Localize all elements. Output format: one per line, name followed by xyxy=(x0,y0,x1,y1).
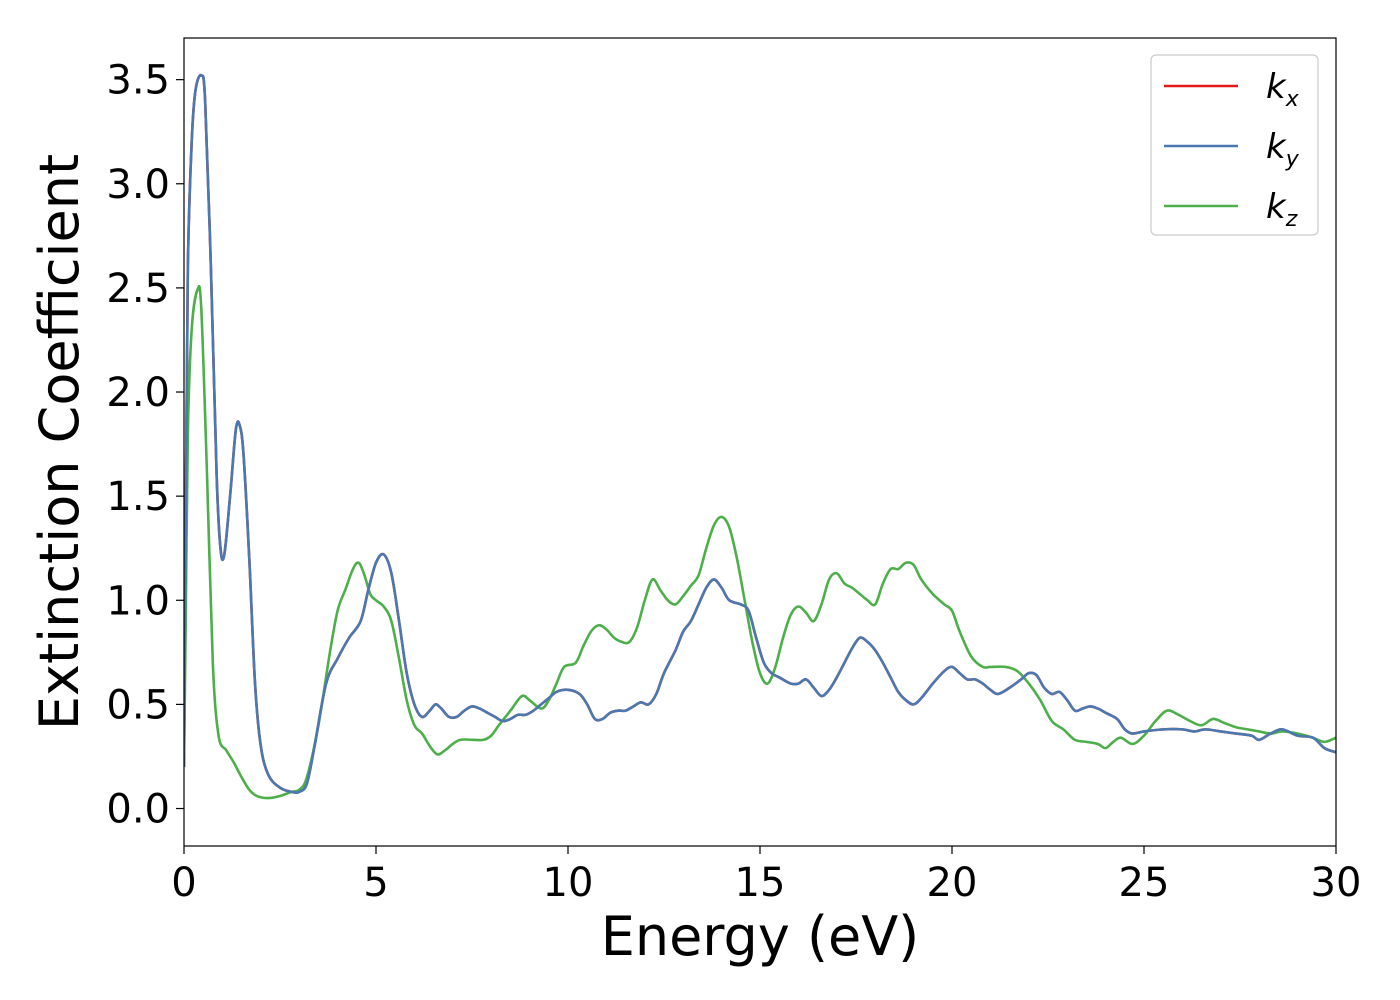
legend-label: kz xyxy=(1266,187,1298,232)
y-tick-label: 0.0 xyxy=(106,787,170,833)
x-axis-title: Energy (eV) xyxy=(601,905,920,968)
legend-label: kx xyxy=(1266,67,1300,112)
y-tick-label: 0.5 xyxy=(106,682,170,728)
series-line-kz xyxy=(184,284,1336,800)
y-tick-label: 1.0 xyxy=(106,578,170,624)
y-tick-label: 3.5 xyxy=(106,58,170,104)
x-axis-ticks: 0 5 10 15 20 25 30 xyxy=(171,846,1361,906)
series-layer xyxy=(184,73,1336,800)
x-tick-label: 25 xyxy=(1119,860,1170,906)
legend: kx ky kz xyxy=(1150,54,1319,236)
x-tick-label: 20 xyxy=(927,860,978,906)
y-axis-ticks: 0.0 0.5 1.0 1.5 2.0 2.5 3.0 3.5 xyxy=(106,58,184,833)
x-tick-label: 5 xyxy=(363,860,388,906)
legend-label: ky xyxy=(1266,127,1300,172)
x-tick-label: 30 xyxy=(1311,860,1362,906)
y-tick-label: 1.5 xyxy=(106,474,170,520)
y-tick-label: 3.0 xyxy=(106,162,170,208)
x-tick-label: 15 xyxy=(735,860,786,906)
series-line-ky xyxy=(184,73,1336,794)
x-tick-label: 10 xyxy=(543,860,594,906)
x-tick-label: 0 xyxy=(171,860,196,906)
y-tick-label: 2.0 xyxy=(106,370,170,416)
y-axis-title: Extinction Coefficient xyxy=(28,154,91,730)
y-tick-label: 2.5 xyxy=(106,266,170,312)
